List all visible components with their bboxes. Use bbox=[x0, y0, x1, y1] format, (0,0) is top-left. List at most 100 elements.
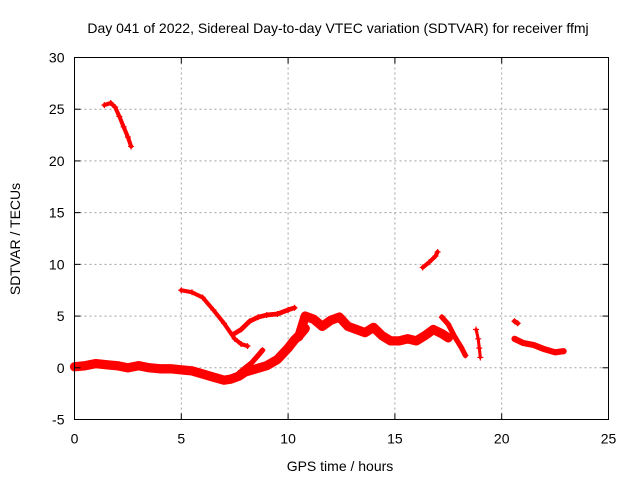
data-traces bbox=[69, 100, 567, 385]
data-point bbox=[146, 364, 153, 371]
data-point bbox=[238, 326, 245, 333]
x-axis-title: GPS time / hours bbox=[287, 458, 394, 474]
data-point bbox=[107, 100, 114, 107]
data-point bbox=[82, 362, 89, 369]
data-point bbox=[156, 365, 163, 372]
data-point bbox=[235, 369, 242, 376]
data-point bbox=[238, 340, 245, 347]
data-point bbox=[477, 354, 484, 361]
data-point bbox=[438, 330, 445, 337]
data-point bbox=[344, 323, 351, 330]
data-point bbox=[221, 320, 228, 327]
data-point bbox=[514, 320, 521, 327]
data-point bbox=[451, 333, 458, 340]
plot-frame bbox=[74, 57, 609, 420]
data-point bbox=[242, 364, 249, 371]
trace-arc-baseline bbox=[69, 323, 310, 385]
data-point bbox=[396, 337, 403, 344]
data-point bbox=[229, 331, 236, 338]
data-point bbox=[101, 102, 108, 109]
data-point bbox=[188, 289, 195, 296]
data-point bbox=[244, 343, 251, 350]
x-tick-label: 10 bbox=[280, 431, 296, 447]
y-tick-label: 15 bbox=[49, 205, 65, 221]
data-point bbox=[511, 335, 518, 342]
y-tick-label: 30 bbox=[49, 50, 65, 66]
data-point bbox=[432, 253, 439, 260]
data-point bbox=[310, 316, 317, 323]
x-tick-label: 5 bbox=[177, 431, 185, 447]
data-point bbox=[361, 329, 368, 336]
trace-arc-17h-high bbox=[420, 249, 440, 270]
data-point bbox=[210, 374, 217, 381]
data-point bbox=[199, 294, 206, 301]
data-point bbox=[263, 312, 270, 319]
x-tick-label: 0 bbox=[71, 431, 79, 447]
y-tick-label: 25 bbox=[49, 101, 65, 117]
data-point bbox=[248, 359, 255, 366]
data-point bbox=[462, 352, 469, 359]
grid bbox=[74, 57, 609, 420]
data-point bbox=[285, 306, 292, 313]
data-point bbox=[353, 326, 360, 333]
data-point bbox=[473, 326, 480, 333]
data-point bbox=[124, 134, 131, 141]
data-point bbox=[188, 367, 195, 374]
data-point bbox=[387, 337, 394, 344]
y-tick-label: 10 bbox=[49, 256, 65, 272]
data-point bbox=[541, 346, 548, 353]
data-point bbox=[291, 304, 298, 311]
data-point bbox=[530, 342, 537, 349]
data-point bbox=[421, 332, 428, 339]
y-tick-label: 0 bbox=[57, 360, 65, 376]
y-axis-title: SDTVAR / TECUs bbox=[7, 183, 23, 295]
data-point bbox=[274, 356, 281, 363]
data-point bbox=[124, 364, 131, 371]
data-point bbox=[336, 314, 343, 321]
x-tick-label: 25 bbox=[601, 431, 617, 447]
data-point bbox=[167, 365, 174, 372]
trace-arc-descending bbox=[179, 288, 250, 349]
data-point bbox=[263, 362, 270, 369]
data-point bbox=[114, 362, 121, 369]
data-point bbox=[199, 370, 206, 377]
data-point bbox=[112, 104, 119, 111]
data-point bbox=[430, 326, 437, 333]
trace-arc-19h bbox=[474, 327, 482, 359]
data-point bbox=[120, 123, 127, 130]
data-point bbox=[476, 345, 483, 352]
data-point bbox=[560, 348, 567, 355]
data-point bbox=[319, 323, 326, 330]
data-point bbox=[445, 321, 452, 328]
trace-arc-early-high bbox=[102, 100, 134, 149]
trace-arc-late-tail bbox=[511, 335, 567, 356]
data-point bbox=[231, 335, 238, 342]
x-tick-label: 15 bbox=[387, 431, 403, 447]
data-point bbox=[475, 335, 482, 342]
data-point bbox=[404, 335, 411, 342]
data-point bbox=[227, 376, 234, 383]
data-point bbox=[302, 313, 309, 320]
data-point bbox=[370, 324, 377, 331]
data-point bbox=[438, 314, 445, 321]
data-point bbox=[255, 352, 262, 359]
y-tick-label: 5 bbox=[57, 308, 65, 324]
x-tick-label: 20 bbox=[494, 431, 510, 447]
chart-title: Day 041 of 2022, Sidereal Day-to-day VTE… bbox=[87, 20, 588, 36]
data-point bbox=[434, 248, 441, 255]
axes: 0 5 10 15 20 25 -5 0 5 10 15 20 25 30 bbox=[49, 50, 617, 447]
data-point bbox=[327, 317, 334, 324]
data-point bbox=[253, 365, 260, 372]
data-point bbox=[221, 377, 228, 384]
data-point bbox=[178, 287, 185, 294]
data-point bbox=[413, 337, 420, 344]
data-point bbox=[246, 318, 253, 325]
data-point bbox=[135, 362, 142, 369]
data-point bbox=[426, 259, 433, 266]
data-point bbox=[285, 345, 292, 352]
data-point bbox=[379, 332, 386, 339]
data-point bbox=[259, 347, 266, 354]
data-point bbox=[92, 360, 99, 367]
data-point bbox=[274, 311, 281, 318]
